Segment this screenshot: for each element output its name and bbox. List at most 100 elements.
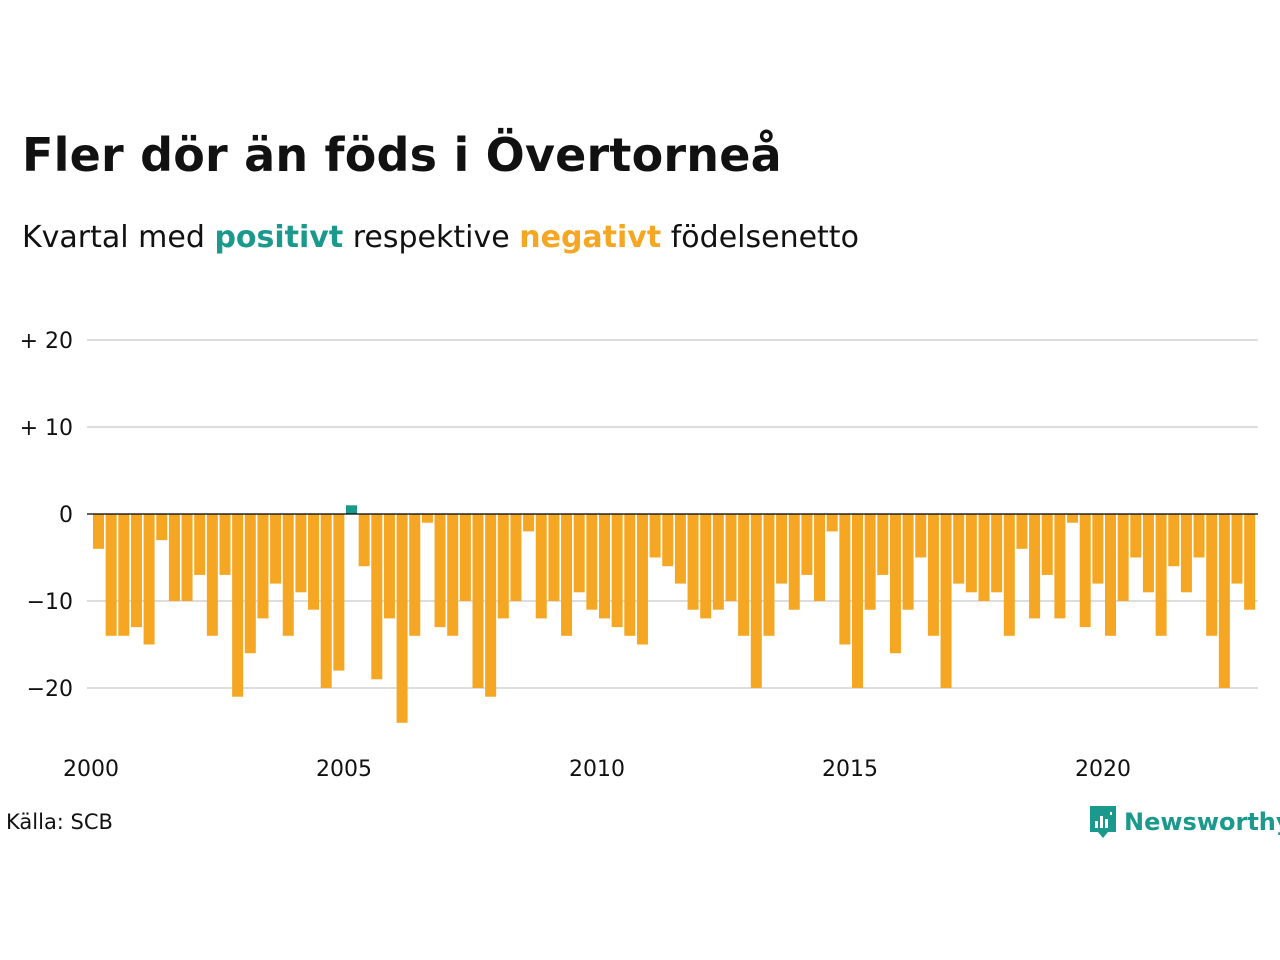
bar [371, 514, 383, 680]
grid-lines [87, 339, 1258, 689]
bar [1130, 514, 1142, 558]
bar [206, 514, 218, 636]
bar [257, 514, 269, 619]
bar [1218, 514, 1230, 688]
bar [181, 514, 193, 601]
bar [1244, 514, 1256, 610]
bar [1079, 514, 1091, 628]
bar [194, 514, 206, 575]
bar [396, 514, 408, 723]
bar [687, 514, 699, 610]
x-tick-label: 2000 [63, 757, 119, 782]
bar [965, 514, 977, 593]
bar [93, 514, 104, 549]
bar [1054, 514, 1066, 619]
bar [459, 514, 471, 601]
bar [826, 514, 838, 532]
bar [1041, 514, 1053, 575]
y-tick-label: −10 [27, 590, 73, 615]
bar [1168, 514, 1180, 567]
bar [295, 514, 307, 593]
bar [750, 514, 762, 688]
bar [548, 514, 560, 601]
bar [636, 514, 648, 645]
bar [282, 514, 294, 636]
bar [232, 514, 244, 697]
bar [624, 514, 636, 636]
x-tick-label: 2020 [1075, 757, 1131, 782]
bar [1231, 514, 1243, 584]
bar [1016, 514, 1028, 549]
bar [1193, 514, 1205, 558]
y-tick-label: −20 [27, 677, 73, 702]
bar [978, 514, 990, 601]
bar [725, 514, 737, 601]
bar [814, 514, 826, 601]
bar [358, 514, 370, 567]
bar [497, 514, 509, 619]
bar [864, 514, 876, 610]
y-tick-label: + 20 [20, 329, 73, 354]
bar [472, 514, 484, 688]
bar [599, 514, 610, 619]
bar [953, 514, 965, 584]
bar [801, 514, 813, 575]
subtitle-text-post: födelsenetto [670, 220, 859, 255]
bar [991, 514, 1003, 593]
bar [346, 505, 357, 514]
bar [940, 514, 952, 688]
bar [244, 514, 256, 654]
bar [573, 514, 585, 593]
bar [1180, 514, 1192, 593]
bar [738, 514, 750, 636]
bar [320, 514, 332, 688]
bar [561, 514, 573, 636]
bar [877, 514, 889, 575]
x-tick-label: 2010 [569, 757, 625, 782]
bar [915, 514, 927, 558]
source-note: Källa: SCB [6, 810, 113, 834]
bar [156, 514, 168, 541]
bar [1206, 514, 1218, 636]
bar [523, 514, 535, 532]
newsworthy-logo-icon [1090, 806, 1116, 838]
bar [611, 514, 623, 628]
bar [168, 514, 180, 601]
subtitle-negative-label: negativt [519, 220, 662, 255]
bar [1155, 514, 1167, 636]
y-tick-label: + 10 [20, 416, 73, 441]
bar [510, 514, 522, 601]
bars [93, 505, 1256, 723]
chart-title: Fler dör än föds i Övertorneå [22, 128, 782, 182]
bar [421, 514, 433, 523]
bar [409, 514, 421, 636]
bar [333, 514, 345, 671]
bar [1003, 514, 1015, 636]
bar [674, 514, 686, 584]
bar [105, 514, 117, 636]
bar [776, 514, 788, 584]
subtitle-positive-label: positivt [214, 220, 344, 255]
bar [763, 514, 775, 636]
bar [1117, 514, 1129, 601]
x-tick-label: 2005 [316, 757, 372, 782]
bar [662, 514, 674, 567]
bar [118, 514, 130, 636]
bar [270, 514, 282, 584]
axes: + 20 + 10 0 −10 −20 2000 2005 2010 2015 2020 [20, 329, 1258, 782]
bar [130, 514, 142, 628]
bar [143, 514, 155, 645]
brand-logo: Newsworthy [1088, 804, 1280, 840]
bar [852, 514, 863, 688]
bar [535, 514, 547, 619]
bar [447, 514, 459, 636]
bar [700, 514, 712, 619]
bar [1105, 514, 1116, 636]
bar [839, 514, 851, 645]
bar [1142, 514, 1154, 593]
brand-name: Newsworthy [1124, 808, 1280, 836]
bar [1029, 514, 1041, 619]
bar [219, 514, 231, 575]
bar [383, 514, 395, 619]
bar [1092, 514, 1104, 584]
